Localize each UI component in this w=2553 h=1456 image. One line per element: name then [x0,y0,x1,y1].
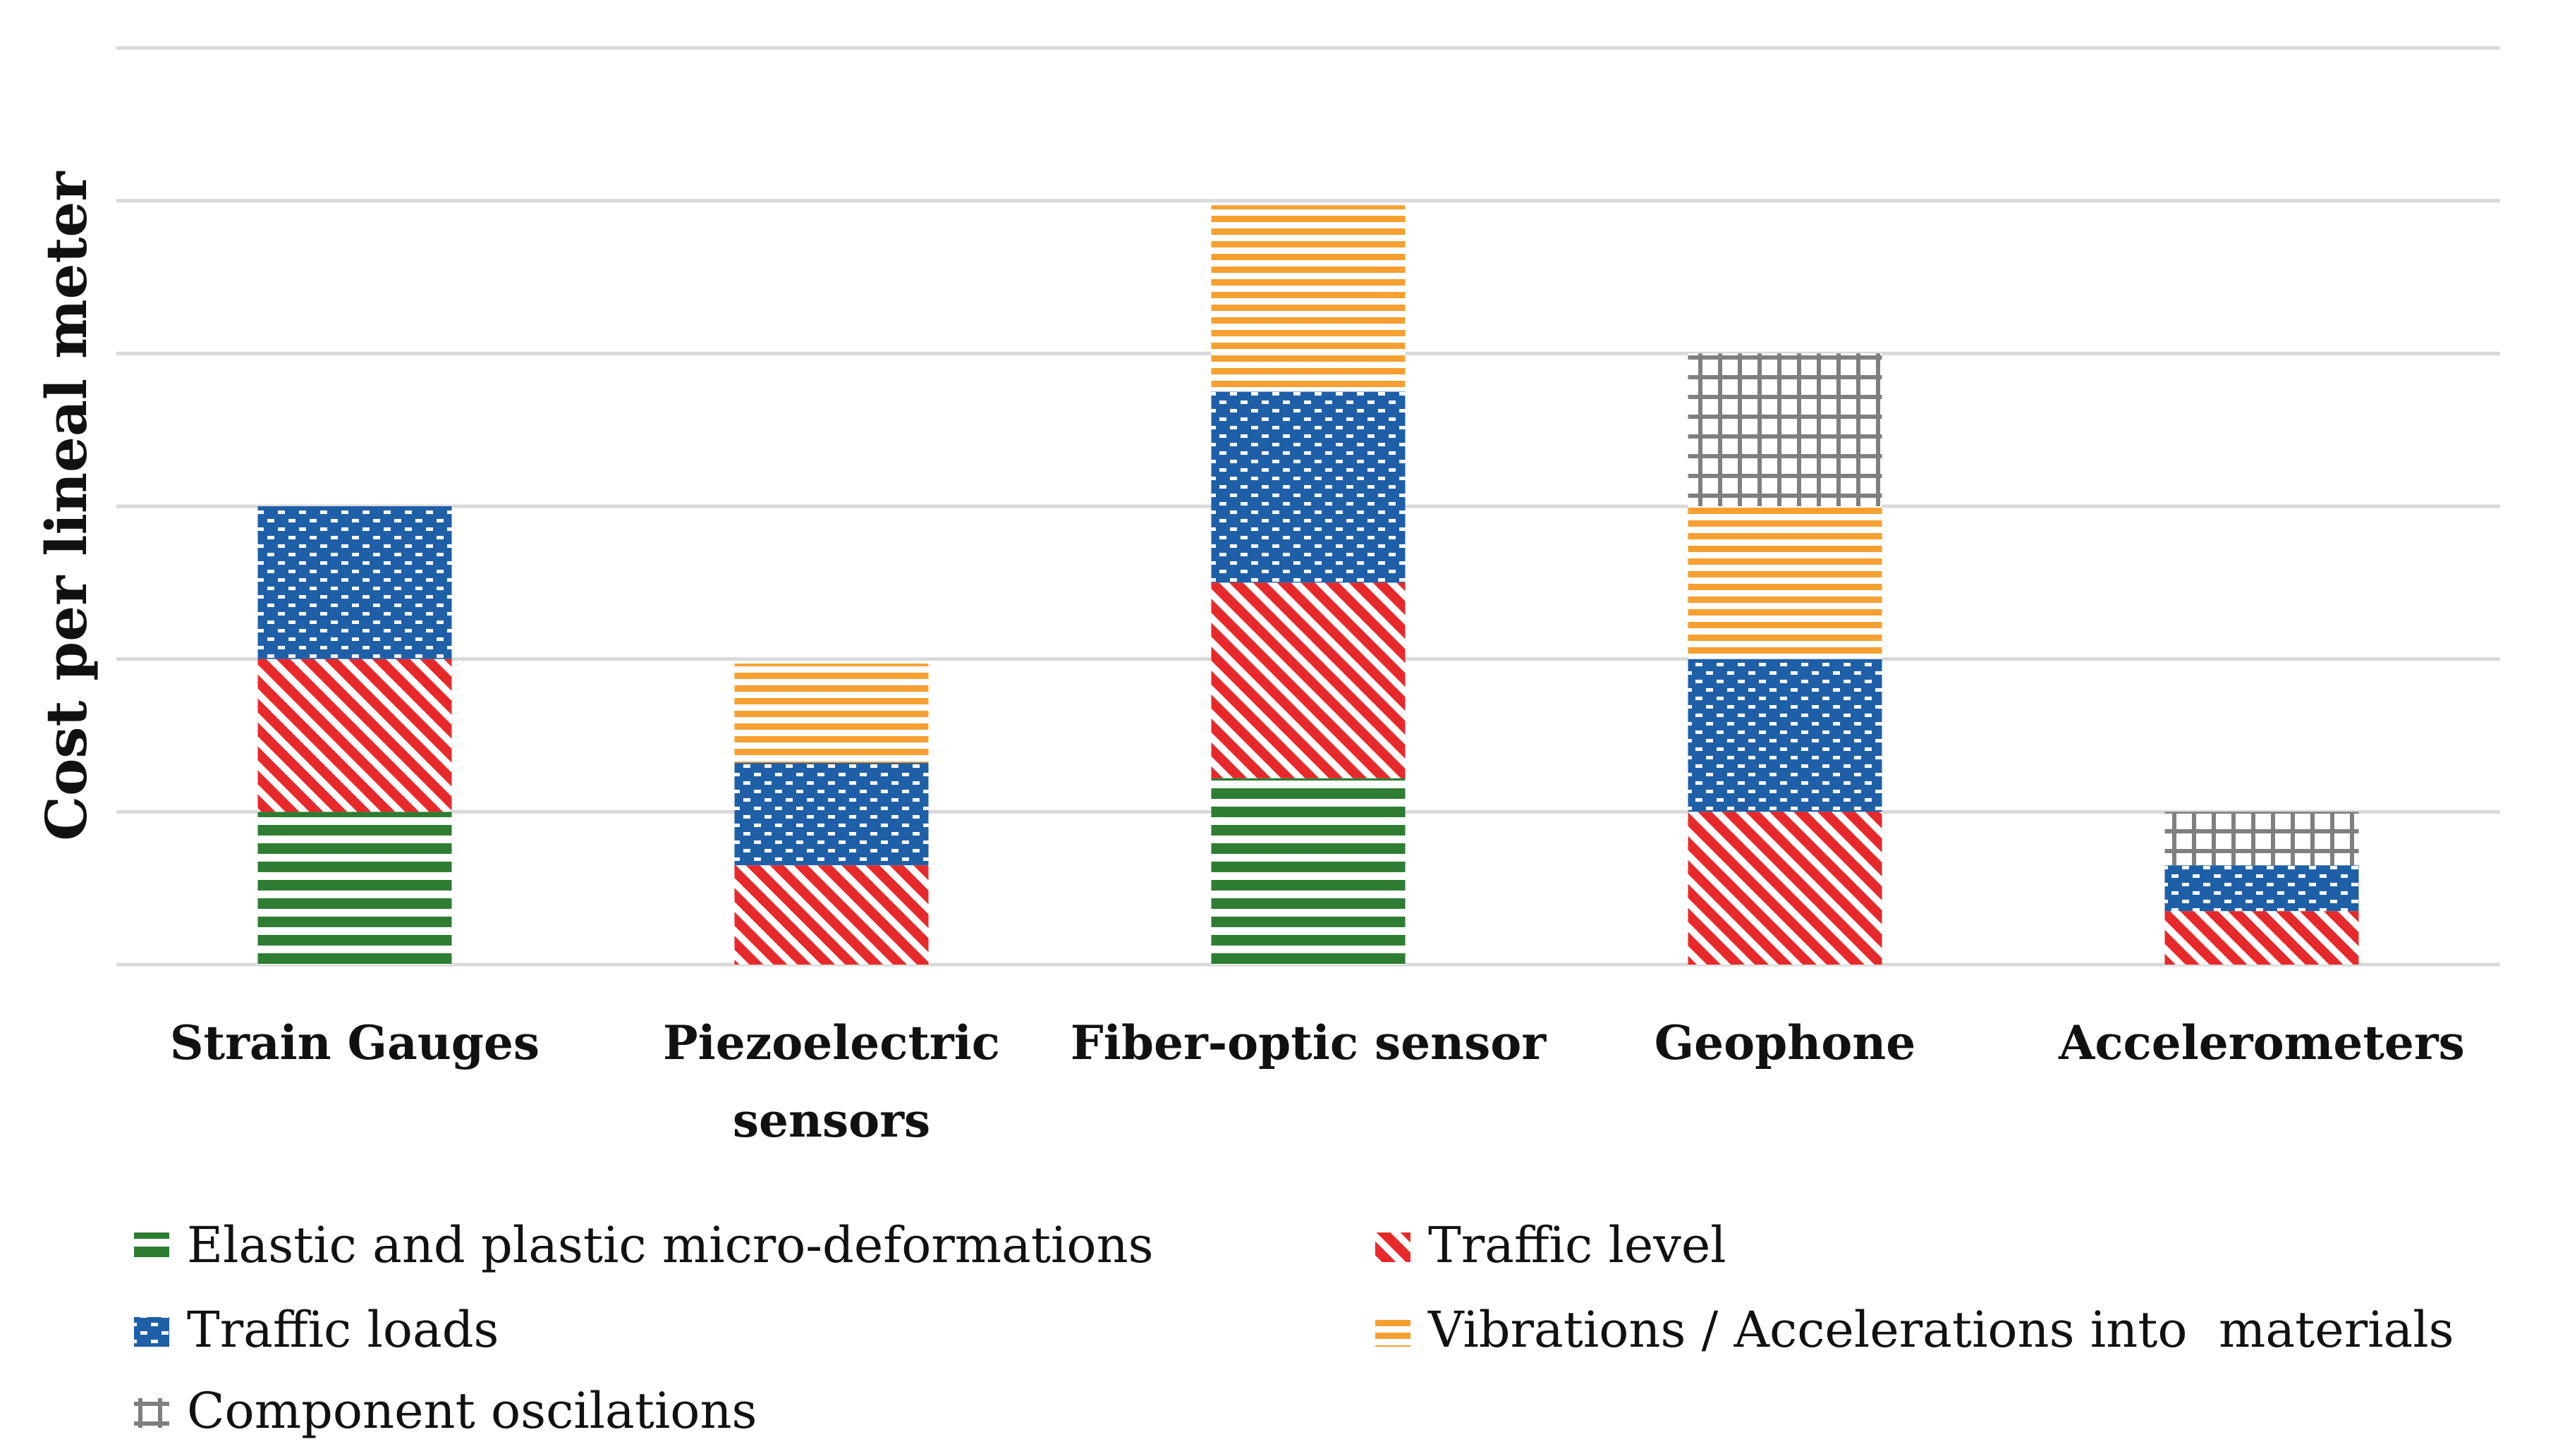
legend-swatch [134,1232,169,1262]
x-tick-label: Strain Gauges [170,1015,540,1070]
legend-swatch [1375,1317,1410,1347]
bar-segment [734,663,929,763]
bar-segment [257,659,452,812]
bar-segment [1688,353,1882,506]
x-tick-label-line: Piezoelectric [663,1015,1000,1070]
bar-segment [1688,659,1882,812]
bar-segment [257,812,452,965]
bar-segment [1211,778,1406,965]
bar-segment [1211,391,1406,583]
bar-segment [2164,865,2359,912]
bar-segment [734,763,929,866]
bars [257,205,2359,965]
bar-segment [734,865,929,965]
legend-label: Vibrations / Accelerations into material… [1427,1301,2454,1359]
bar-segment [2164,812,2359,866]
legend-swatch [1375,1232,1410,1262]
legend-swatch [134,1398,169,1428]
y-axis-title: Cost per lineal meter [33,171,99,841]
bar-segment [1688,812,1882,965]
x-tick-label-line: Geophone [1655,1015,1916,1070]
x-tick-label-line: Accelerometers [2058,1015,2465,1070]
x-tick-labels: Strain Gauges Piezoelectric sensors Fiber-o… [170,1015,2465,1148]
bar-segment [2164,911,2359,965]
x-tick-label: Piezoelectric sensors [663,1015,1000,1148]
x-tick-label: Accelerometers [2058,1015,2465,1070]
legend-label: Traffic loads [187,1301,499,1359]
legend: Elastic and plastic micro-deformations Tr… [134,1216,2454,1440]
x-tick-label: Geophone [1655,1015,1916,1070]
x-tick-label-line: Fiber-optic sensor [1071,1015,1547,1070]
legend-label: Elastic and plastic micro-deformations [187,1216,1154,1274]
legend-swatch [134,1317,169,1347]
x-tick-label: Fiber-optic sensor [1071,1015,1547,1070]
bar-segment [1688,506,1882,659]
legend-label: Component oscilations [187,1382,757,1440]
legend-label: Traffic level [1428,1216,1726,1274]
x-tick-label-line: sensors [733,1093,930,1148]
bar-segment [1211,205,1406,392]
bar-segment [1211,582,1406,778]
x-tick-label-line: Strain Gauges [170,1015,540,1070]
bar-segment [257,506,452,659]
